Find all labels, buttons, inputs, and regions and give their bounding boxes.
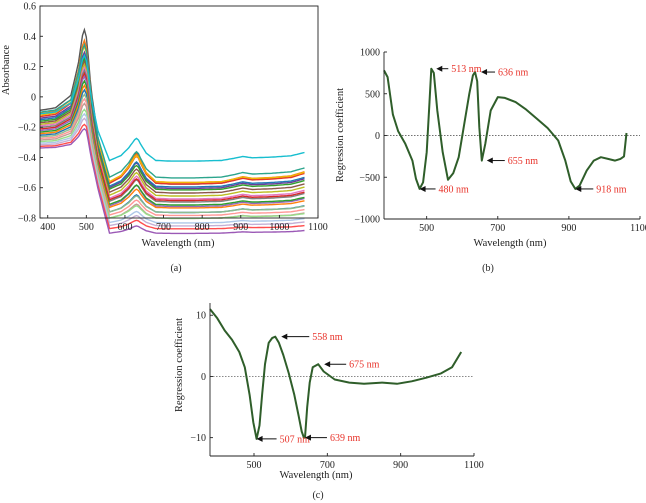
panel-a-series-line: [39, 62, 305, 197]
panel-b-label: (b): [482, 263, 494, 274]
panel-b-annotation-label: 480 nm: [439, 184, 470, 195]
panel-b-annotation: 636 nm: [481, 68, 529, 79]
panel-a-series-line: [39, 56, 305, 191]
panel-b-annotation-arrowhead: [486, 157, 493, 164]
panel-a-series-line: [39, 83, 305, 209]
panel-b-x-tick-label: 1100: [630, 223, 646, 234]
panel-b-x-tick-label: 900: [561, 223, 576, 234]
panel-c-annotation-arrowhead: [324, 361, 331, 368]
panel-c-annotation-label: 558 nm: [312, 332, 343, 343]
panel-b-annotation: 918 nm: [575, 184, 627, 195]
panel-c-x-axis-label: Wavelength (nm): [280, 470, 353, 481]
panel-b-x-tick-label: 500: [419, 223, 434, 234]
panel-a-x-tick-label: 600: [117, 222, 132, 233]
panel-c-regression-line: [209, 308, 463, 440]
panel-a-y-tick-label: 0.6: [24, 2, 37, 13]
panel-c-x-tick-label: 700: [320, 460, 335, 471]
panel-a-series-line: [39, 53, 305, 162]
panel-a-plot-frame: [39, 5, 319, 219]
panel-a-series-line: [40, 128, 305, 235]
panel-c-y-axis-label: Regression coefficient: [174, 318, 185, 412]
panel-c-annotation-label: 639 nm: [330, 433, 361, 444]
panel-b-annotation-arrowhead: [436, 65, 443, 72]
panel-b-annotation-label: 513 nm: [451, 64, 482, 75]
panel-a-series-line: [39, 42, 305, 179]
panel-c-axes: 500 700 900 1100 −10 0 10: [190, 303, 484, 471]
panel-b-annotation-label: 636 nm: [498, 68, 529, 79]
panel-a-y-tick-label: 0.2: [24, 62, 37, 73]
panel-b-annotation-label: 655 nm: [508, 156, 539, 167]
panel-a-y-tick-label: −0.4: [18, 153, 36, 164]
panel-b-chart: 500 700 900 1100 −1000 −500 0 500 1000 513 nm 636…: [335, 48, 646, 275]
panel-a-y-tick-label: 0.4: [24, 32, 37, 43]
panel-a-series-line: [39, 59, 305, 194]
panel-b-annotation-arrowhead: [481, 69, 488, 76]
panel-c-annotation: 558 nm: [281, 332, 343, 343]
panel-b-regression-line: [383, 67, 628, 190]
panel-b-y-tick-label: −500: [359, 173, 380, 184]
panel-c-y-tick-label: 0: [201, 372, 206, 383]
panel-b-annotations: 513 nm 636 nm 655 nm 480 nm 918 nm: [419, 64, 627, 195]
panel-b-axes: 500 700 900 1100 −1000 −500 0 500 1000: [354, 48, 646, 235]
panel-a-series-line: [39, 50, 305, 190]
panel-a-x-tick-label: 400: [40, 222, 55, 233]
panel-a-series-line: [39, 97, 305, 217]
panel-a-series-line: [39, 71, 305, 202]
panel-b-y-tick-label: 500: [365, 89, 380, 100]
panel-b-y-tick-label: 1000: [360, 48, 380, 59]
panel-b-x-axis-label: Wavelength (nm): [474, 238, 547, 249]
panel-b-y-tick-label: 0: [375, 131, 380, 142]
panel-a-series-line: [39, 92, 305, 214]
panel-c-y-tick-label: 10: [196, 311, 206, 322]
panel-b-annotation-label: 918 nm: [596, 184, 627, 195]
panel-c-annotation: 507 nm: [256, 434, 311, 445]
panel-a-x-axis-label: Wavelength (nm): [142, 238, 215, 249]
panel-a-axes: 400 500 600 700 800 900 1000 1100 −0.8 −0.6 −0.4 −0…: [18, 2, 328, 234]
panel-a-series-line: [39, 123, 305, 230]
panel-b-annotation: 513 nm: [436, 64, 482, 75]
panel-a-x-tick-label: 1100: [308, 222, 328, 233]
panel-c-annotation-arrowhead: [304, 434, 311, 441]
panel-c-chart: 500 700 900 1100 −10 0 10 558 nm 675 nm 507 nm 63…: [174, 303, 484, 501]
panel-c-x-tick-label: 500: [247, 460, 262, 471]
panel-a-y-axis-label: Absorbance: [1, 45, 12, 95]
panel-a-series-line: [39, 117, 305, 227]
panel-a-series-group: [39, 27, 305, 235]
panel-c-y-tick-label: −10: [190, 433, 206, 444]
panel-c-annotation-arrowhead: [256, 435, 263, 442]
panel-c-label: (c): [312, 490, 323, 501]
panel-c-annotation: 675 nm: [324, 360, 380, 371]
panel-a-x-tick-label: 700: [156, 222, 171, 233]
panel-c-annotation-arrowhead: [281, 333, 288, 340]
panel-a-x-tick-label: 500: [79, 222, 94, 233]
panel-a-series-line: [39, 79, 305, 206]
panel-b-y-axis-label: Regression coefficient: [335, 88, 346, 182]
panel-c-annotation: 639 nm: [304, 433, 361, 444]
panel-a-x-tick-label: 800: [195, 222, 210, 233]
panel-a-y-tick-label: −0.8: [18, 214, 36, 225]
panel-a-chart: 400 500 600 700 800 900 1000 1100 −0.8 −0.6 −0.4 −0…: [1, 2, 328, 275]
panel-a-series-line: [39, 112, 305, 224]
panel-a-label: (a): [170, 263, 181, 274]
panel-a-series-line: [39, 68, 305, 203]
panel-b-y-tick-label: −1000: [354, 215, 380, 226]
panel-c-x-tick-label: 900: [393, 460, 408, 471]
panel-a-y-tick-label: −0.2: [18, 123, 36, 134]
panel-b-x-tick-label: 700: [490, 223, 505, 234]
panel-c-x-tick-label: 1100: [464, 460, 484, 471]
panel-a-y-tick-label: −0.6: [18, 183, 36, 194]
panel-c-annotation-label: 507 nm: [280, 434, 311, 445]
panel-a-y-tick-label: 0: [31, 92, 36, 103]
panel-a-series-line: [39, 65, 305, 200]
panel-b-annotation: 655 nm: [486, 156, 539, 167]
panel-c-annotation-label: 675 nm: [349, 360, 380, 371]
panel-b-annotation-arrowhead: [419, 185, 426, 192]
panel-a-x-tick-label: 900: [233, 222, 248, 233]
panel-c-annotations: 558 nm 675 nm 507 nm 639 nm: [256, 332, 380, 445]
panel-b-annotation-arrowhead: [575, 185, 582, 192]
panel-b-annotation: 480 nm: [419, 184, 470, 195]
panel-a-x-tick-label: 1000: [269, 222, 289, 233]
panel-a-series-line: [39, 74, 305, 208]
